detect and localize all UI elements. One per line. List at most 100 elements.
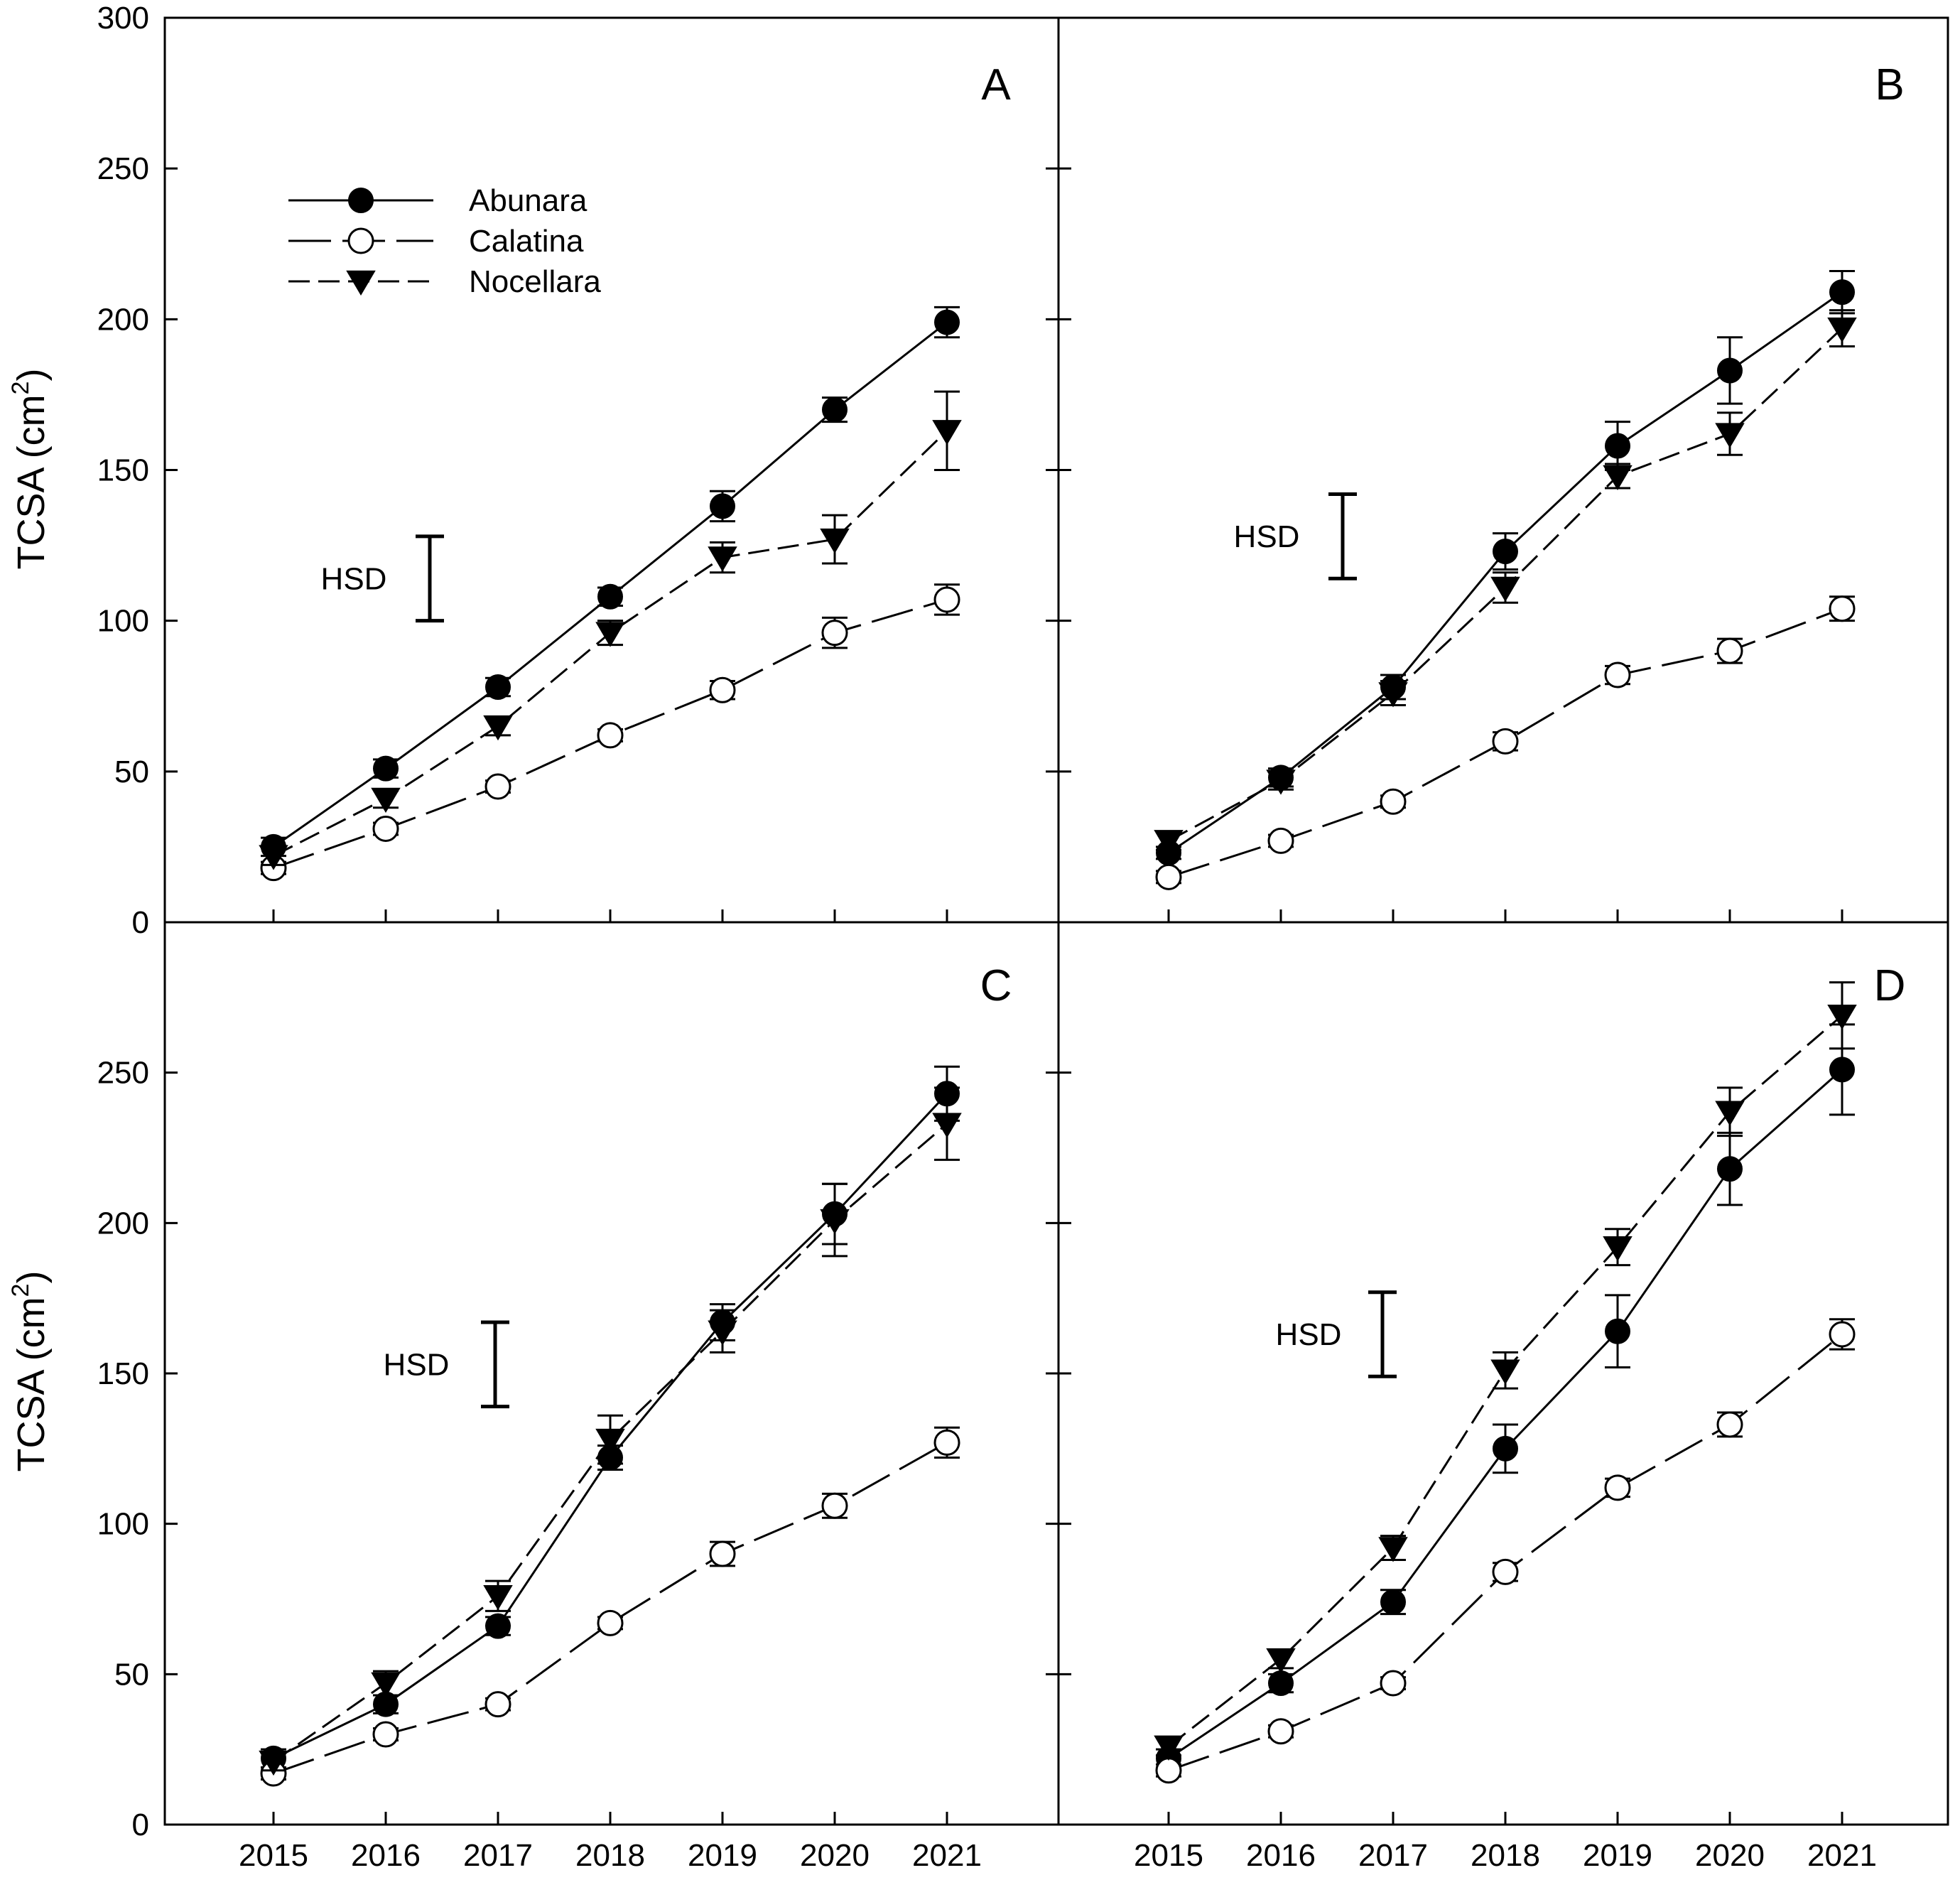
panel-c: C HSD xyxy=(259,961,1012,1787)
x-tick-label: 2020 xyxy=(1695,1838,1765,1873)
x-tick-label: 2018 xyxy=(575,1838,645,1873)
marker-nocellara xyxy=(932,1113,962,1138)
marker-calatina xyxy=(821,1492,848,1519)
marker-calatina xyxy=(597,722,624,749)
marker-nocellara xyxy=(371,1672,401,1698)
marker-abunara xyxy=(1493,1435,1518,1462)
legend-label: Nocellara xyxy=(469,264,601,299)
series-calatina xyxy=(260,1426,960,1787)
x-tick-label: 2020 xyxy=(800,1838,870,1873)
y-tick-label: 200 xyxy=(97,302,149,337)
hsd-label: HSD xyxy=(384,1347,450,1382)
hsd-indicator: HSD xyxy=(321,534,444,623)
x-tick-label: 2017 xyxy=(1358,1838,1428,1873)
marker-abunara xyxy=(934,309,960,335)
y-tick-label: 50 xyxy=(114,755,149,789)
marker-nocellara xyxy=(1603,1236,1633,1262)
y-tick-label: 100 xyxy=(97,604,149,639)
marker-calatina xyxy=(1492,1558,1519,1585)
panel-label: A xyxy=(981,60,1011,109)
marker-nocellara xyxy=(1266,1648,1296,1674)
series-calatina xyxy=(1155,1318,1856,1784)
hsd-label: HSD xyxy=(1234,519,1300,554)
marker-calatina xyxy=(1604,661,1631,688)
marker-calatina xyxy=(1829,1321,1856,1348)
y-tick-label: 50 xyxy=(114,1657,149,1692)
x-tick-label: 2015 xyxy=(1134,1838,1203,1873)
marker-nocellara xyxy=(483,1585,513,1611)
legend-label: Abunara xyxy=(469,183,588,218)
marker-abunara xyxy=(373,755,399,782)
x-tick-label: 2018 xyxy=(1471,1838,1540,1873)
y-tick-label: 0 xyxy=(132,905,149,940)
marker-abunara xyxy=(1605,1318,1630,1344)
marker-nocellara xyxy=(1827,317,1857,343)
marker-abunara xyxy=(1717,1156,1743,1182)
legend-item-nocellara: Nocellara xyxy=(288,264,601,299)
marker-calatina xyxy=(821,620,848,647)
marker-calatina xyxy=(709,1540,736,1567)
marker-abunara xyxy=(348,188,374,213)
marker-nocellara xyxy=(1378,1537,1408,1562)
marker-abunara xyxy=(1493,539,1518,565)
y-tick-label: 300 xyxy=(97,1,149,36)
series-calatina xyxy=(1155,595,1856,890)
marker-nocellara xyxy=(1715,423,1745,448)
panel-label: D xyxy=(1874,961,1906,1010)
x-tick-label: 2016 xyxy=(1246,1838,1316,1873)
marker-calatina xyxy=(597,1609,624,1636)
marker-calatina xyxy=(933,1429,960,1456)
series-nocellara xyxy=(259,390,962,870)
marker-calatina xyxy=(1604,1474,1631,1501)
marker-nocellara xyxy=(371,787,401,814)
marker-nocellara xyxy=(346,270,376,296)
panel-a: A HSD xyxy=(259,60,1011,882)
marker-nocellara xyxy=(1266,769,1296,795)
y-tick-label: 250 xyxy=(97,1056,149,1091)
hsd-label: HSD xyxy=(1276,1317,1342,1352)
marker-abunara xyxy=(822,396,848,423)
series-abunara xyxy=(1156,1023,1855,1771)
marker-abunara xyxy=(710,493,735,519)
y-axis-title: TCSA (cm2) xyxy=(7,369,53,570)
marker-calatina xyxy=(1267,1718,1294,1745)
marker-calatina xyxy=(1716,1411,1743,1438)
marker-nocellara xyxy=(595,1428,625,1454)
panel-label: B xyxy=(1875,60,1904,109)
marker-nocellara xyxy=(1490,1359,1520,1385)
marker-nocellara xyxy=(1827,1004,1857,1030)
y-tick-label: 0 xyxy=(132,1808,149,1842)
panel-label: C xyxy=(980,961,1012,1010)
marker-abunara xyxy=(485,674,511,701)
marker-calatina xyxy=(347,227,374,254)
marker-calatina xyxy=(372,1721,399,1748)
marker-calatina xyxy=(1829,595,1856,622)
panel-d: D HSD xyxy=(1154,961,1906,1784)
y-tick-label: 250 xyxy=(97,151,149,186)
marker-nocellara xyxy=(708,546,737,572)
marker-calatina xyxy=(1492,728,1519,755)
hsd-indicator: HSD xyxy=(1276,1290,1397,1378)
axes: 0 50 100 150 200 250 300 0 50 100 150 200 250 2015 201… xyxy=(7,1,1877,1873)
y-tick-label: 100 xyxy=(97,1507,149,1542)
y-tick-label: 200 xyxy=(97,1206,149,1241)
marker-calatina xyxy=(1155,1757,1182,1784)
marker-abunara xyxy=(485,1613,511,1639)
marker-nocellara xyxy=(1378,682,1408,708)
marker-calatina xyxy=(484,773,511,800)
marker-calatina xyxy=(1380,788,1407,815)
series-abunara xyxy=(261,306,960,860)
marker-nocellara xyxy=(259,1750,288,1776)
legend-label: Calatina xyxy=(469,224,584,259)
marker-nocellara xyxy=(932,420,962,445)
marker-calatina xyxy=(372,815,399,842)
marker-nocellara xyxy=(1154,830,1184,855)
marker-nocellara xyxy=(259,845,288,870)
x-tick-label: 2019 xyxy=(1583,1838,1652,1873)
hsd-indicator: HSD xyxy=(1234,492,1357,580)
series-line xyxy=(1168,1333,1843,1772)
marker-abunara xyxy=(1829,1057,1855,1083)
y-axis-title: TCSA (cm2) xyxy=(7,1271,53,1472)
x-tick-label: 2017 xyxy=(463,1838,533,1873)
marker-abunara xyxy=(1268,1670,1294,1697)
